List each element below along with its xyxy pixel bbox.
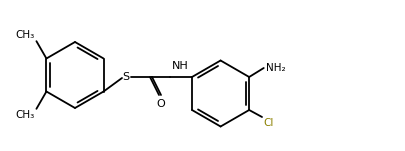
Text: CH₃: CH₃ (15, 110, 34, 120)
Text: NH₂: NH₂ (265, 63, 285, 73)
Text: CH₃: CH₃ (15, 30, 34, 40)
Text: NH: NH (172, 61, 188, 71)
Text: Cl: Cl (262, 118, 273, 128)
Text: O: O (156, 99, 165, 109)
Text: S: S (122, 72, 129, 82)
